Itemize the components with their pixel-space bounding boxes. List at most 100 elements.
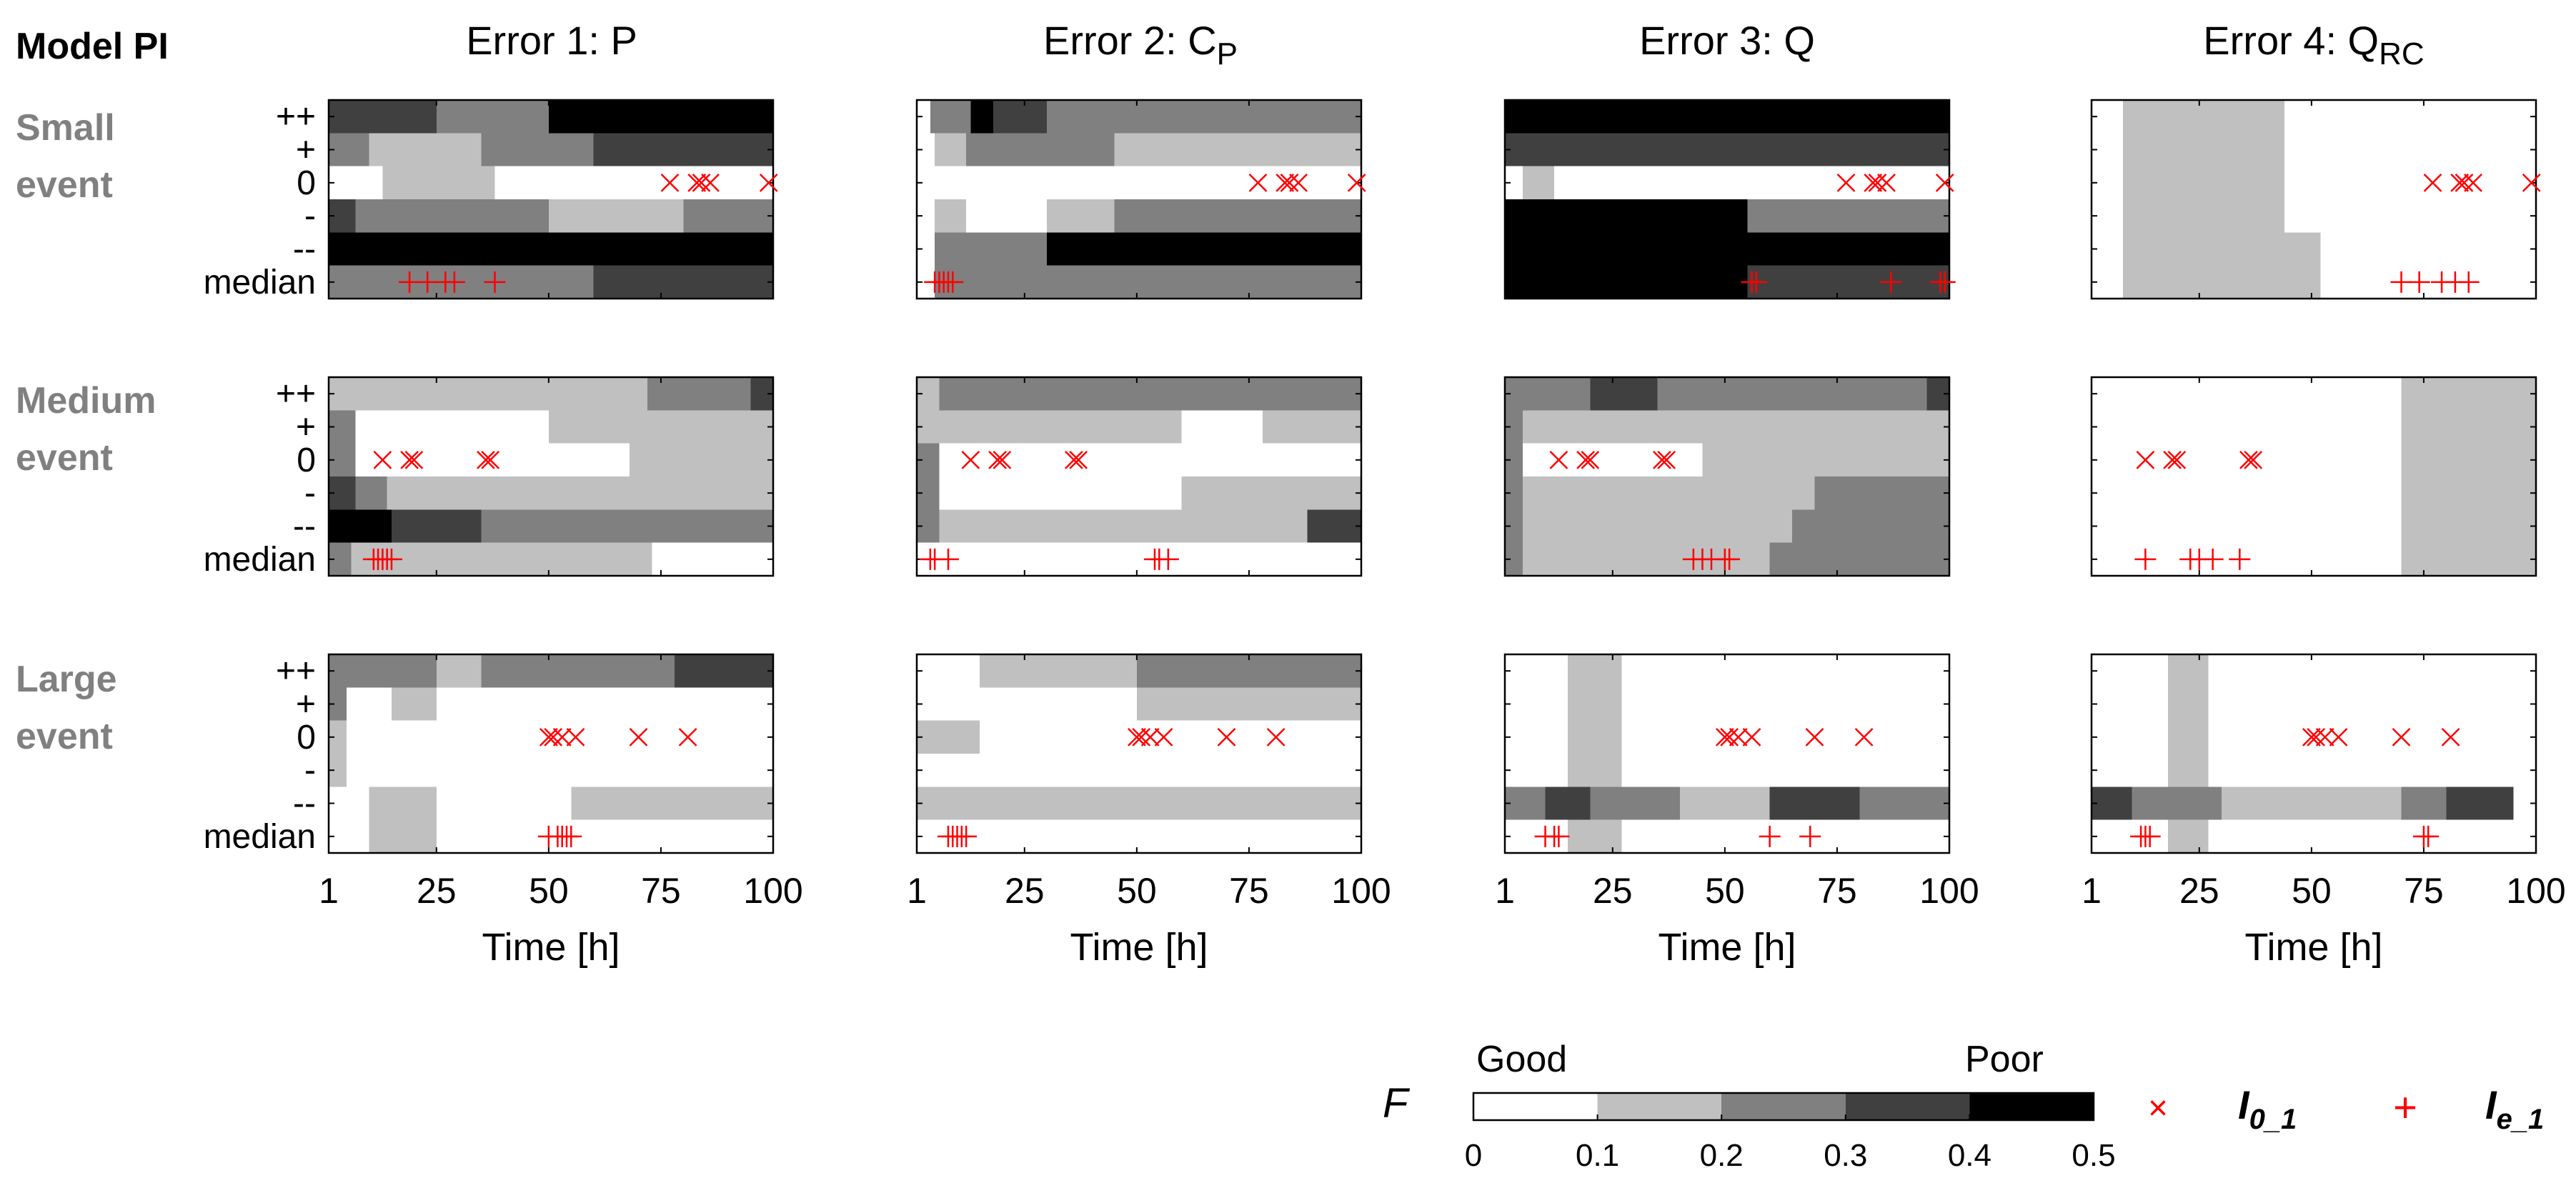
- marker-i01: [552, 727, 572, 747]
- marker-i01: [1069, 450, 1088, 469]
- x-tick-label: 100: [1919, 871, 1979, 911]
- heat-band: [329, 133, 369, 166]
- heat-band: [355, 199, 549, 233]
- heat-band: [2446, 787, 2514, 820]
- x-tick-label: 75: [1229, 871, 1269, 911]
- heat-band: [2132, 787, 2222, 820]
- colorbar-tick-label: 0.4: [1948, 1138, 1991, 1173]
- marker-i01: [2239, 450, 2258, 469]
- heat-band: [2401, 542, 2536, 576]
- marker-i01: [1266, 727, 1285, 747]
- marker-ie1: [1157, 548, 1179, 570]
- colorbar-tick-label: 0.3: [1824, 1138, 1867, 1173]
- heat-band: [2401, 509, 2536, 543]
- x-tick-label: 1: [907, 871, 927, 911]
- marker-i01: [1289, 173, 1308, 192]
- panel-frame: [915, 653, 1363, 854]
- heat-band: [329, 166, 383, 199]
- row-label-medium-line2: event: [16, 437, 113, 479]
- heat-band: [481, 509, 773, 543]
- marker-i01: [629, 727, 648, 747]
- heat-band: [1505, 265, 1748, 299]
- heat-band: [2401, 443, 2536, 476]
- heat-band: [1859, 787, 1949, 820]
- y-category-label: -: [304, 752, 316, 789]
- column-title-error-4: Error 4: QRC: [2203, 18, 2424, 71]
- heat-band: [939, 377, 1361, 411]
- marker-i01: [1836, 173, 1856, 192]
- marker-ie1: [2390, 271, 2412, 293]
- heat-band: [2167, 654, 2209, 688]
- heat-band: [347, 654, 437, 688]
- heat-band: [1769, 542, 1949, 576]
- heat-band: [2284, 100, 2536, 134]
- marker-i01: [678, 727, 697, 747]
- x-tick-label: 25: [1005, 871, 1045, 911]
- marker-i01: [2522, 173, 2541, 192]
- column-title-error-3: Error 3: Q: [1639, 18, 1815, 63]
- heat-band: [917, 654, 980, 688]
- heat-band: [1505, 687, 1568, 721]
- heat-band: [359, 509, 392, 543]
- colorbar-cell: [1969, 1093, 2094, 1120]
- heat-band: [481, 654, 594, 688]
- colorbar-poor-label: Poor: [1965, 1039, 2044, 1080]
- heat-band: [382, 166, 495, 199]
- heat-band: [939, 410, 1182, 444]
- marker-i01: [692, 173, 711, 192]
- marker-i01: [1935, 173, 1954, 192]
- marker-i01: [2392, 727, 2411, 747]
- marker-i01: [1868, 173, 1887, 192]
- heat-band: [674, 654, 773, 688]
- heat-band: [2092, 410, 2402, 444]
- panel-1-2: [915, 99, 1366, 300]
- heat-band: [2401, 377, 2536, 411]
- marker-i01: [373, 450, 392, 469]
- marker-i01: [2329, 727, 2348, 747]
- heat-band: [979, 787, 1361, 820]
- marker-ie1: [2408, 271, 2430, 293]
- column-titles: Error 1: P Error 2: CP Error 3: Q Error …: [466, 18, 2425, 71]
- heat-band: [966, 133, 1115, 166]
- heat-band: [1792, 509, 1949, 543]
- heat-band: [1657, 377, 1927, 411]
- heat-band: [1814, 443, 1949, 476]
- y-category-label: -: [304, 197, 316, 235]
- colorbar-ticks: 0 0.1 0.2 0.3 0.4 0.5: [1465, 1114, 2116, 1173]
- heat-band: [369, 787, 437, 820]
- marker-i01: [2302, 727, 2321, 747]
- row-label-medium-line1: Medium: [16, 380, 156, 421]
- heat-band: [2222, 787, 2402, 820]
- colorbar-cell: [1597, 1093, 1722, 1120]
- heat-band: [347, 720, 437, 754]
- heat-band: [355, 377, 648, 411]
- x-tick-label: 100: [743, 871, 802, 911]
- heat-band: [436, 787, 572, 820]
- panel-2-1: +++0---median: [204, 375, 775, 579]
- marker-i01: [1347, 173, 1366, 192]
- marker-ie1: [2229, 548, 2251, 570]
- panel-frame: [327, 99, 775, 300]
- heat-band: [2284, 166, 2536, 199]
- marker-ie1: [417, 271, 439, 293]
- heat-band: [436, 720, 773, 754]
- heat-band: [1621, 819, 1949, 853]
- heat-band: [436, 687, 773, 721]
- heat-band: [329, 787, 369, 820]
- colorbar-tick-label: 0.1: [1576, 1138, 1619, 1173]
- panel-1-3: [1503, 99, 1956, 300]
- heat-band: [548, 199, 684, 233]
- heat-band: [391, 687, 437, 721]
- heat-band: [347, 687, 392, 721]
- panel-frame: [915, 99, 1363, 300]
- panel-frame: [2090, 376, 2537, 577]
- panel-frame: [915, 376, 1363, 577]
- y-category-label: ++: [276, 98, 316, 136]
- heat-band: [1554, 166, 1949, 199]
- marker-ie1: [484, 271, 506, 293]
- heat-band: [935, 199, 967, 233]
- heat-band: [2092, 687, 2168, 721]
- marker-ie1: [1759, 825, 1781, 847]
- colorbar-tick-label: 0.5: [2072, 1138, 2115, 1173]
